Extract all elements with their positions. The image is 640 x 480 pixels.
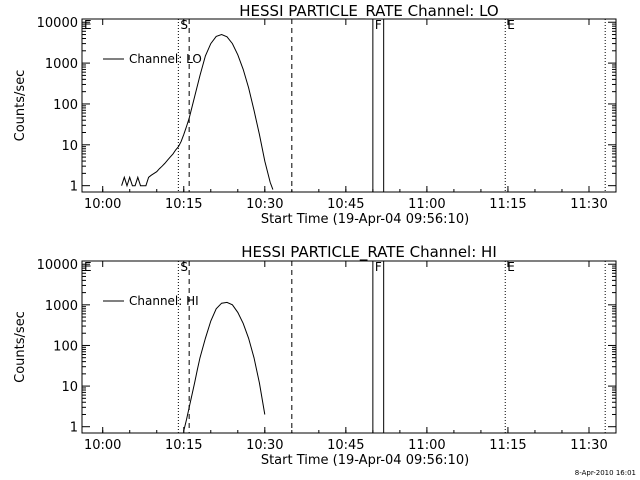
panel1-x-axis-label: Start Time (19-Apr-04 09:56:10) [261, 212, 469, 227]
panel1-y-axis-label: Counts/sec [13, 70, 28, 142]
panel2-plot-frame [81, 260, 617, 434]
panel1-y-tick-label: 1 [70, 180, 78, 195]
panel1-x-tick-label: 10:45 [327, 197, 364, 212]
panel1-x-tick-label: 10:15 [165, 197, 202, 212]
panel2-x-tick-label: 10:45 [327, 438, 364, 453]
panel2-series-line [183, 301, 266, 431]
panel1-x-tick-label: 11:15 [489, 197, 526, 212]
panel1-series-line [121, 33, 274, 190]
panel2-y-tick-label: 10000 [37, 258, 78, 273]
footer-timestamp: 8-Apr-2010 16:01 [575, 469, 636, 477]
panel1-chart-title: HESSI PARTICLE_RATE Channel: LO [239, 2, 498, 21]
panel2-x-tick-label: 11:30 [570, 438, 607, 453]
panel2-chart-title: HESSI PARTICLE_RATE Channel: HI [241, 243, 497, 262]
panel1-y-tick-label: 10 [61, 139, 78, 154]
panel1-event-label: E [507, 18, 515, 32]
panel2-y-tick-label: 1 [70, 421, 78, 436]
panel1-event-label: F [375, 18, 382, 32]
panel2-event-label: F [375, 260, 382, 274]
panel2-x-tick-label: 10:15 [165, 438, 202, 453]
panel2-y-tick-label: 1000 [45, 299, 78, 314]
panel1-x-tick-label: 11:00 [408, 197, 445, 212]
panel1-x-tick-label: 11:30 [570, 197, 607, 212]
panel2-event-label: E [84, 260, 92, 274]
panel2-x-axis-label: Start Time (19-Apr-04 09:56:10) [261, 453, 469, 468]
panel2-x-tick-label: 10:30 [246, 438, 283, 453]
panel2-y-tick-label: 100 [53, 339, 78, 354]
panel2-y-tick-label: 10 [61, 380, 78, 395]
panel2-x-tick-label: 11:00 [408, 438, 445, 453]
panel2-event-label: E [507, 260, 515, 274]
panel1-x-tick-label: 10:30 [246, 197, 283, 212]
panel2-y-axis-label: Counts/sec [13, 311, 28, 383]
panel1-x-tick-label: 10:00 [84, 197, 121, 212]
panel1-legend-label: Channel: LO [129, 52, 202, 66]
panel1-y-tick-label: 1000 [45, 57, 78, 72]
panel2-legend-label: Channel: HI [129, 294, 199, 308]
panel1-event-label: E [84, 18, 92, 32]
panel2-x-tick-label: 10:00 [84, 438, 121, 453]
panel1-y-tick-label: 100 [53, 98, 78, 113]
panel1-y-tick-label: 10000 [37, 16, 78, 31]
panel2-x-tick-label: 11:15 [489, 438, 526, 453]
